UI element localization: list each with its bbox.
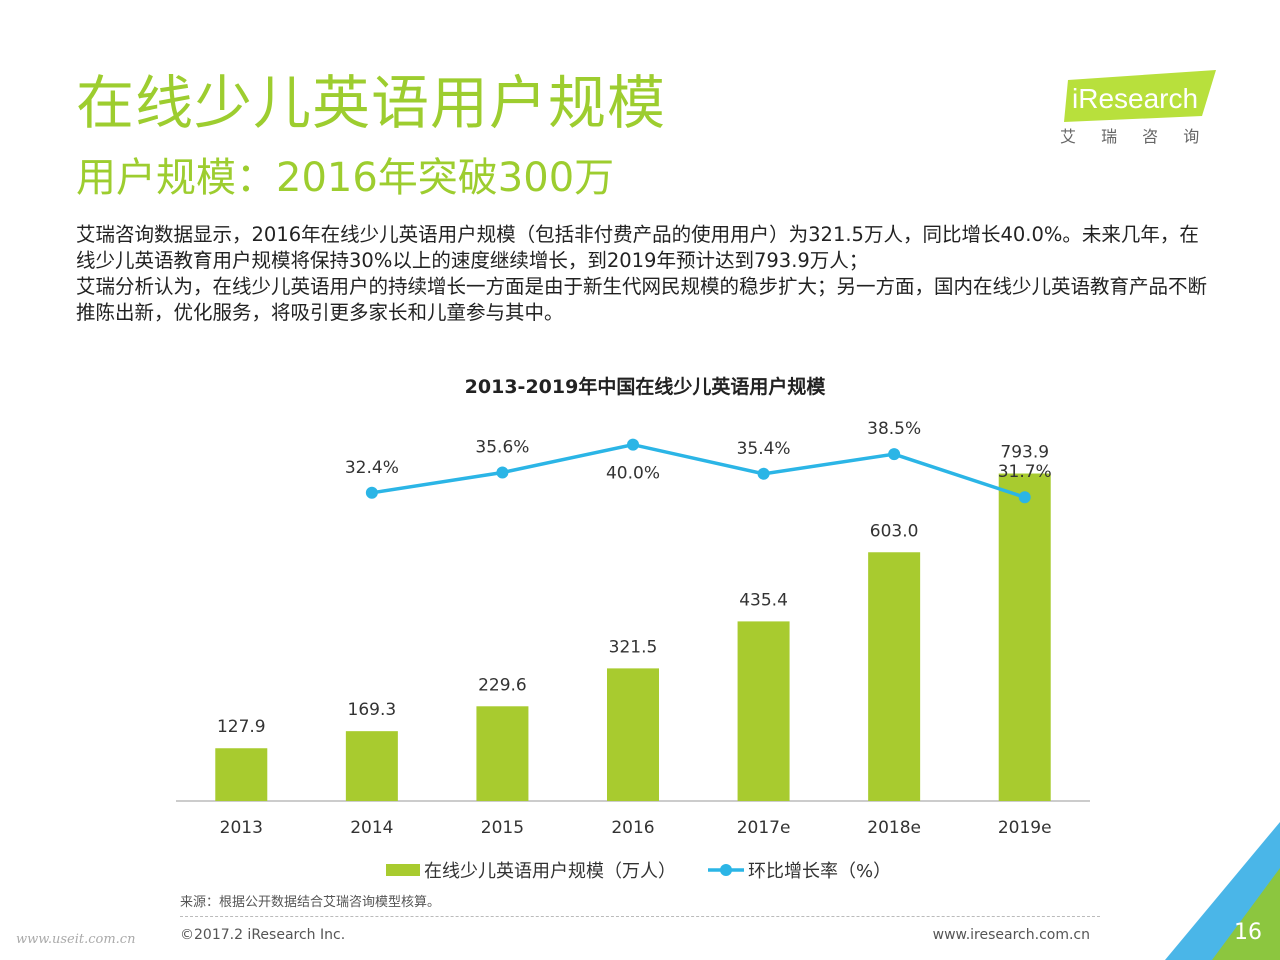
- growth-point-2019e: [1018, 491, 1031, 504]
- page-subtitle: 用户规模：2016年突破300万: [76, 155, 615, 201]
- x-tick-label-2017e: 2017e: [737, 818, 791, 838]
- bar-2016: [607, 668, 659, 801]
- description-paragraph-2: 艾瑞分析认为，在线少儿英语用户的持续增长一方面是由于新生代网民规模的稳步扩大；另…: [76, 275, 1208, 324]
- growth-point-2014: [365, 486, 378, 499]
- logo-banner: [1064, 70, 1216, 122]
- iresearch-logo: iResearch 艾 瑞 咨 询: [1060, 70, 1216, 146]
- bar-value-label-2018e: 603.0: [870, 521, 919, 541]
- legend-bar-swatch: [386, 864, 420, 876]
- growth-rate-line: [371, 442, 1026, 499]
- bar-2018e: [868, 552, 921, 801]
- x-tick-label-2019e: 2019e: [998, 818, 1052, 838]
- chart-title: 2013-2019年中国在线少儿英语用户规模: [464, 376, 826, 398]
- bar-2013: [215, 748, 268, 801]
- bar-2017e: [737, 621, 790, 801]
- legend-line-marker: [720, 864, 732, 876]
- legend-bar-label: 在线少儿英语用户规模（万人）: [424, 861, 676, 882]
- growth-label-2016: 40.0%: [606, 464, 660, 484]
- growth-point-2016: [627, 438, 639, 451]
- growth-label-2014: 32.4%: [345, 458, 399, 478]
- bar-2014: [345, 731, 398, 801]
- bar-value-label-2015: 229.6: [478, 675, 527, 695]
- growth-label-2017e: 35.4%: [737, 439, 791, 459]
- bar-value-label-2017e: 435.4: [739, 590, 788, 610]
- growth-label-2019e: 31.7%: [998, 462, 1052, 482]
- x-tick-label-2016: 2016: [611, 818, 654, 838]
- logo-brand-text: iResearch: [1072, 83, 1198, 114]
- bar-value-label-2013: 127.9: [217, 717, 266, 737]
- x-tick-label-2018e: 2018e: [867, 818, 921, 838]
- growth-point-2015: [496, 466, 509, 479]
- x-tick-label-2015: 2015: [481, 818, 524, 838]
- growth-label-2015: 35.6%: [475, 438, 529, 458]
- page-number: 16: [1234, 920, 1262, 945]
- page-title: 在线少儿英语用户规模: [76, 69, 667, 137]
- x-tick-label-2013: 2013: [220, 818, 263, 838]
- description-paragraph-1: 艾瑞咨询数据显示，2016年在线少儿英语用户规模（包括非付费产品的使用用户）为3…: [76, 223, 1199, 272]
- source-note: 来源：根据公开数据结合艾瑞咨询模型核算。: [180, 895, 441, 910]
- growth-label-2018e: 38.5%: [867, 419, 921, 439]
- legend-line-label: 环比增长率（%）: [748, 861, 891, 882]
- bar-value-label-2014: 169.3: [348, 700, 397, 720]
- growth-point-2017e: [757, 467, 770, 480]
- bar-2015: [476, 706, 529, 801]
- bar-value-label-2016: 321.5: [609, 637, 658, 657]
- x-tick-label-2014: 2014: [350, 818, 393, 838]
- website-link[interactable]: www.iresearch.com.cn: [932, 927, 1090, 943]
- logo-cn-text: 艾 瑞 咨 询: [1060, 127, 1209, 146]
- watermark: www.useit.com.cn: [16, 932, 136, 947]
- bar-value-label-2019e: 793.9: [1000, 443, 1049, 463]
- growth-point-2018e: [888, 448, 901, 461]
- bar-2019e: [998, 473, 1051, 801]
- description: 艾瑞咨询数据显示，2016年在线少儿英语用户规模（包括非付费产品的使用用户）为3…: [76, 222, 1216, 326]
- footer-divider: [180, 916, 1100, 917]
- copyright: ©2017.2 iResearch Inc.: [180, 927, 346, 943]
